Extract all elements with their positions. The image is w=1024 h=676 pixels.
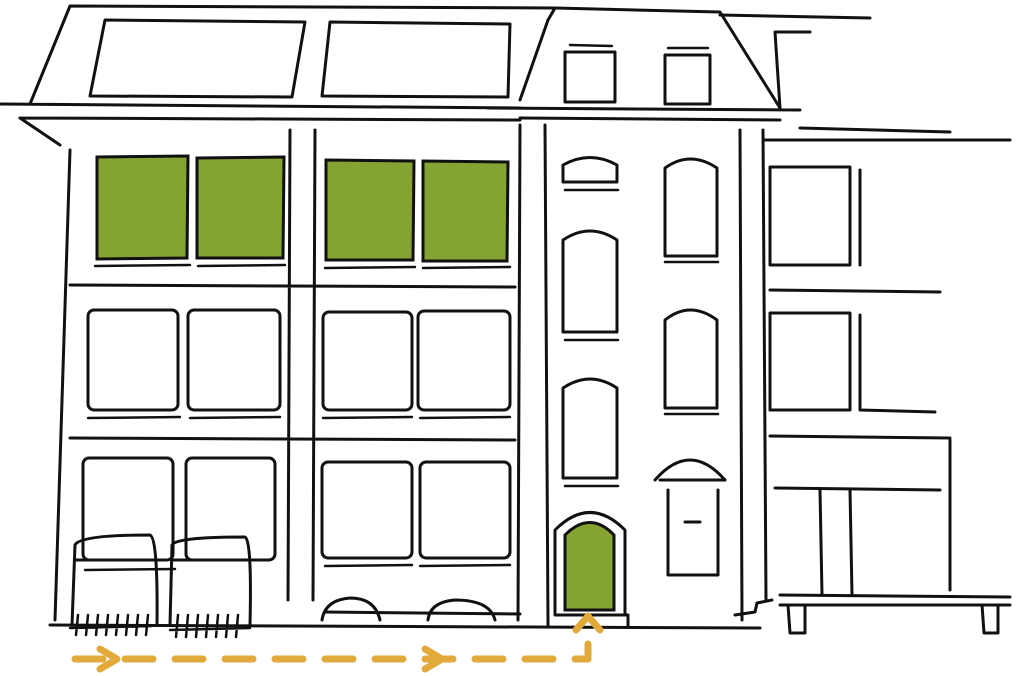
building-line [561, 377, 619, 480]
building-line [321, 310, 414, 412]
building-line [768, 311, 852, 412]
building-line [184, 456, 277, 562]
windows-row-3 [81, 456, 512, 562]
highlighted-window [421, 159, 510, 263]
route-chevron-2 [421, 645, 446, 673]
building-line [818, 168, 937, 597]
highlighted-window [95, 154, 190, 261]
building-line [86, 308, 180, 412]
ground-line [48, 623, 762, 630]
middle-windows [553, 156, 727, 629]
dormer-window-1 [563, 50, 617, 104]
skylight-1 [88, 18, 307, 99]
building-line [418, 460, 512, 560]
building-line [561, 229, 619, 334]
route-dashes [71, 621, 592, 663]
pilasters [53, 123, 768, 627]
dormer-window-2 [663, 53, 712, 106]
building-line [568, 43, 710, 50]
highlighted-window [324, 158, 416, 262]
middle-roof [486, 6, 802, 122]
route-arrow [71, 612, 604, 673]
left-roof [0, 4, 557, 147]
highlighted-windows [95, 154, 510, 263]
right-building [718, 13, 1012, 635]
skylight-2 [320, 20, 512, 99]
building-line [0, 4, 557, 147]
windows-row-2 [86, 308, 512, 412]
building-line [320, 460, 414, 560]
entrance-door[interactable] [563, 521, 616, 612]
building-line [320, 596, 497, 622]
sills [83, 263, 512, 572]
building-line [733, 598, 774, 617]
building-line [663, 308, 719, 410]
building-line [53, 123, 768, 627]
building-line [561, 156, 619, 184]
building-line [81, 456, 175, 562]
building-line [486, 6, 802, 122]
building-line [70, 533, 252, 627]
building-line [718, 13, 1012, 607]
building-line [786, 603, 1000, 635]
highlighted-window [195, 155, 286, 260]
building-line [553, 511, 630, 629]
building-line [663, 157, 719, 258]
building-line [416, 309, 512, 412]
route-arrowhead [572, 612, 604, 634]
building-line [563, 188, 720, 488]
building-line [83, 263, 512, 572]
building-line [186, 308, 282, 412]
route-chevron-1 [96, 645, 121, 673]
building-line [653, 458, 727, 577]
building-line [768, 165, 852, 267]
